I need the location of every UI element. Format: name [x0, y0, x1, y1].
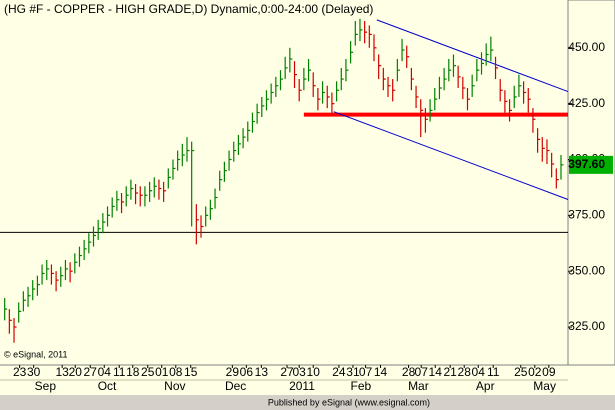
month-label: Apr	[476, 379, 495, 393]
x-tick-label: 02	[528, 365, 542, 379]
x-tick-label: 01	[155, 365, 169, 379]
month-label: Sep	[35, 379, 57, 393]
x-tick-label: 07	[415, 365, 429, 379]
x-tick-label: 09	[542, 365, 556, 379]
y-tick-label: 450.00	[568, 40, 605, 54]
status-bar	[0, 395, 615, 410]
x-tick-label: 14	[429, 365, 443, 379]
x-tick-label: 18	[126, 365, 140, 379]
x-tick-label: 25	[141, 365, 155, 379]
status-text: Published by eSignal (www.esignal.com)	[268, 397, 430, 407]
x-tick-label: 28	[402, 365, 416, 379]
x-tick-label: 06	[240, 365, 254, 379]
y-tick-label: 425.00	[568, 96, 605, 110]
x-tick-label: 03	[293, 365, 307, 379]
trendline	[333, 111, 569, 200]
month-label: Mar	[408, 379, 429, 393]
x-tick-label: 24	[332, 365, 346, 379]
month-label: Dec	[225, 379, 246, 393]
x-tick-label: 14	[374, 365, 388, 379]
x-tick-label: 31	[346, 365, 360, 379]
x-tick-label: 21	[444, 365, 458, 379]
x-tick-label: 11	[113, 365, 126, 379]
x-tick-label: 11	[487, 365, 500, 379]
x-tick-label: 08	[169, 365, 183, 379]
x-tick-label: 04	[472, 365, 486, 379]
month-label: May	[533, 379, 556, 393]
x-tick-label: 13	[255, 365, 269, 379]
x-tick-label: 29	[226, 365, 240, 379]
y-tick-label: 350.00	[568, 263, 605, 277]
x-tick-label: 07	[359, 365, 373, 379]
x-tick-label: 15	[184, 365, 198, 379]
x-tick-label: 04	[98, 365, 112, 379]
x-tick-label: 20	[69, 365, 83, 379]
x-tick-label: 25	[514, 365, 528, 379]
trendline	[376, 19, 569, 93]
last-price-label: 397.60	[568, 157, 605, 171]
plot-area	[0, 18, 569, 343]
month-label: Feb	[351, 379, 372, 393]
price-axis-panel	[567, 0, 615, 366]
chart-title: (HG #F - COPPER - HIGH GRADE,D) Dynamic,…	[4, 2, 373, 16]
x-tick-label: 23	[13, 365, 27, 379]
x-tick-label: 30	[27, 365, 41, 379]
x-tick-label: 27	[280, 365, 294, 379]
month-label: Nov	[164, 379, 185, 393]
x-tick-label: 27	[84, 365, 98, 379]
month-label: 2011	[289, 379, 315, 393]
last-price-tag	[569, 155, 613, 174]
x-tick-label: 28	[458, 365, 472, 379]
month-label: Oct	[98, 379, 117, 393]
copyright: © eSignal, 2011	[4, 349, 68, 359]
y-tick-label: 325.00	[568, 319, 605, 333]
x-tick-label: 13	[55, 365, 69, 379]
y-tick-label: 375.00	[568, 208, 605, 222]
x-tick-label: 10	[307, 365, 321, 379]
